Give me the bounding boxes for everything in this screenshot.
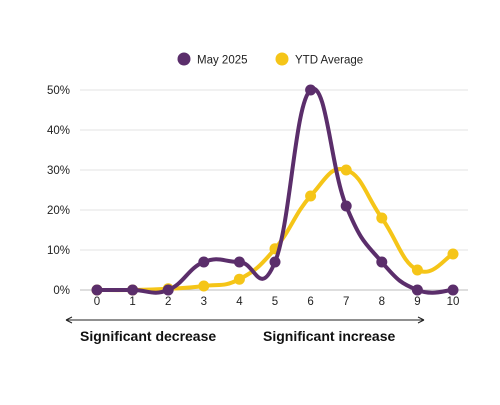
- x-tick-label: 10: [447, 296, 460, 308]
- y-tick-label: 50%: [47, 85, 70, 97]
- data-point: [198, 256, 210, 268]
- annotation-right-label: Significant increase: [263, 328, 395, 344]
- y-tick-label: 30%: [47, 165, 70, 177]
- x-tick-label: 1: [129, 296, 135, 308]
- legend-marker: [177, 52, 191, 66]
- data-point: [376, 256, 388, 268]
- annotation-arrow-left-head: [65, 316, 73, 324]
- x-tick-label: 8: [379, 296, 385, 308]
- data-point: [162, 284, 174, 296]
- data-point: [198, 280, 210, 292]
- y-tick-label: 0%: [53, 285, 70, 297]
- series: [91, 84, 459, 296]
- x-tick-label: 0: [94, 296, 100, 308]
- x-tick-label: 3: [201, 296, 207, 308]
- data-point: [340, 164, 352, 176]
- legend-marker: [275, 52, 289, 66]
- data-point: [305, 84, 317, 96]
- data-point: [376, 212, 388, 224]
- data-point: [447, 284, 459, 296]
- data-point: [233, 256, 245, 268]
- grid: [80, 89, 468, 291]
- series-line: [95, 167, 455, 293]
- data-point: [340, 200, 352, 212]
- x-tick-label: 2: [165, 296, 171, 308]
- y-axis-ticks: 0% 10% 20% 30% 40% 50%: [47, 85, 70, 297]
- legend-label: May 2025: [197, 55, 248, 67]
- series-group: [91, 84, 459, 296]
- annotations: Significant decrease Significant increas…: [65, 316, 425, 344]
- data-point: [411, 264, 423, 276]
- x-axis-ticks: 0 1 2 3 4 5 6 7 8 9 10: [94, 296, 460, 308]
- y-tick-label: 40%: [47, 125, 70, 137]
- legend-label: YTD Average: [295, 55, 363, 67]
- legend: May 2025 YTD Average: [177, 52, 363, 67]
- annotation-arrow-right-head: [417, 316, 425, 324]
- x-tick-label: 7: [343, 296, 349, 308]
- y-tick-label: 10%: [47, 245, 70, 257]
- x-tick-label: 4: [236, 296, 243, 308]
- x-tick-label: 9: [414, 296, 420, 308]
- y-tick-label: 20%: [47, 205, 70, 217]
- data-point: [127, 284, 139, 296]
- data-point: [411, 284, 423, 296]
- x-tick-label: 5: [272, 296, 278, 308]
- annotation-left-label: Significant decrease: [80, 328, 216, 344]
- data-point: [269, 256, 281, 268]
- data-point: [305, 190, 317, 202]
- data-point: [91, 284, 103, 296]
- x-tick-label: 6: [307, 296, 313, 308]
- data-point: [233, 273, 245, 285]
- data-point: [447, 248, 459, 260]
- series-group: [91, 164, 459, 296]
